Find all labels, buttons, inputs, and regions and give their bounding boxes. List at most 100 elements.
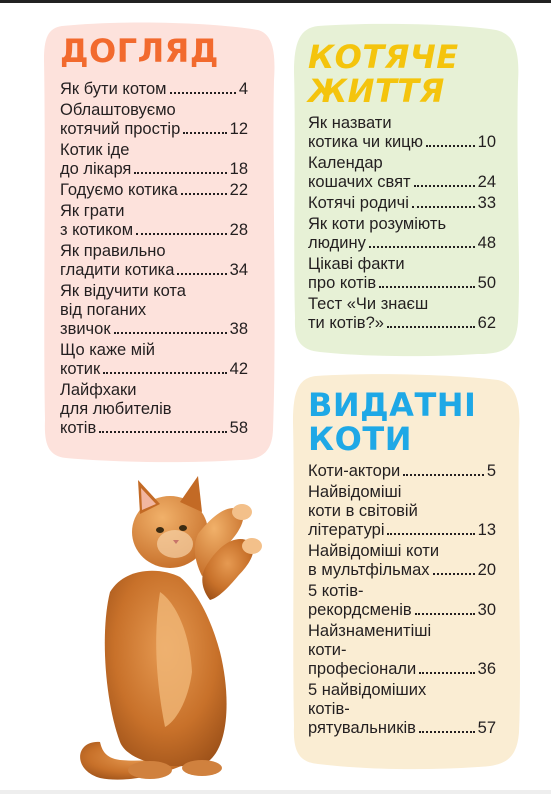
toc-entry-title-line: коти-	[308, 641, 347, 659]
life-toc-entry[interactable]: Як назвати котика чи кицю 10	[308, 114, 496, 152]
toc-entry-title-line: котячий простір	[60, 120, 181, 138]
life-toc-entry[interactable]: Котячі родичі 33	[308, 194, 496, 213]
toc-entry-last-line: рятувальників 57	[308, 719, 496, 738]
dot-leader	[368, 245, 475, 248]
toc-entry-title-line: для любителів	[60, 400, 172, 418]
toc-entry-page-number: 50	[477, 274, 496, 292]
toc-entry-last-line: кошачих свят 24	[308, 173, 496, 192]
care-toc-entry[interactable]: Що каже мій котик 42	[60, 341, 248, 379]
famous-toc-entry[interactable]: 5 котів-рекордсменів 30	[308, 582, 496, 620]
toc-entry-title-line: Як грати	[60, 202, 125, 220]
dot-leader	[169, 91, 236, 94]
famous-toc-entry[interactable]: Найвідоміші коти в мультфільмах 20	[308, 542, 496, 580]
toc-entry-title-line: Найзнаменитіші	[308, 622, 432, 640]
toc-entry-last-line: з котиком 28	[60, 221, 248, 240]
dot-leader	[136, 232, 227, 235]
life-toc-entry[interactable]: Цікаві факти про котів 50	[308, 255, 496, 293]
toc-entry-title-line: з котиком	[60, 221, 134, 239]
care-toc-entry[interactable]: Лайфхаки для любителів котів 58	[60, 381, 248, 438]
toc-entry-last-line: про котів 50	[308, 274, 496, 293]
toc-entry-last-line: літературі 13	[308, 521, 496, 540]
toc-entry-title-line: гладити котика	[60, 261, 175, 279]
famous-toc-entry[interactable]: 5 найвідоміших котів-рятувальників 57	[308, 681, 496, 738]
toc-entry-last-line: Годуємо котика 22	[60, 181, 248, 200]
toc-entry-last-line: до лікаря 18	[60, 160, 248, 179]
care-toc-entry[interactable]: Годуємо котика 22	[60, 181, 248, 200]
life-section-title-line2: ЖИТТЯ	[308, 72, 445, 110]
care-toc-entry[interactable]: Як відучити кота від поганих звичок 38	[60, 282, 248, 339]
famous-section-title-line1: ВИДАТНІ	[308, 386, 477, 424]
toc-entry-title-line: котика чи кицю	[308, 133, 423, 151]
toc-entry-title-line: Лайфхаки	[60, 381, 137, 399]
life-section-background	[288, 22, 524, 358]
toc-entry-last-line: котячий простір 12	[60, 120, 248, 139]
toc-entry-title-line: літературі	[308, 521, 385, 539]
life-section-title-line1: КОТЯЧЕ	[308, 38, 459, 76]
toc-entry-title-line: Цікаві факти	[308, 255, 405, 273]
toc-entry-page-number: 48	[477, 234, 496, 252]
toc-entry-title-line: кошачих свят	[308, 173, 411, 191]
life-toc-entry[interactable]: Тест «Чи знаєш ти котів?» 62	[308, 295, 496, 333]
dot-leader	[414, 612, 475, 615]
dot-leader	[403, 473, 484, 476]
dot-leader	[177, 272, 227, 275]
toc-entry-last-line: в мультфільмах 20	[308, 561, 496, 580]
famous-toc-entry[interactable]: Найзнаменитіші коти-професіонали 36	[308, 622, 496, 679]
dot-leader	[113, 331, 227, 334]
toc-entry-title-line: Облаштовуємо	[60, 101, 176, 119]
toc-entry-last-line: котів 58	[60, 419, 248, 438]
dot-leader	[413, 184, 475, 187]
toc-entry-page-number: 42	[229, 360, 248, 378]
dot-leader	[411, 205, 475, 208]
toc-entry-title-line: рятувальників	[308, 719, 416, 737]
dot-leader	[379, 285, 475, 288]
toc-entry-last-line: котик 42	[60, 360, 248, 379]
page-bottom-border	[0, 790, 551, 794]
toc-entry-title-line: Як назвати	[308, 114, 392, 132]
life-toc-entry[interactable]: Як коти розуміють людину 48	[308, 215, 496, 253]
toc-entry-page-number: 58	[229, 419, 248, 437]
toc-entry-page-number: 62	[477, 314, 496, 332]
toc-entry-title-line: від поганих	[60, 301, 147, 319]
toc-entry-last-line: Котячі родичі 33	[308, 194, 496, 213]
toc-entry-title-line: котів	[60, 419, 97, 437]
toc-entry-title-line: Котик іде	[60, 141, 130, 159]
toc-entry-last-line: звичок 38	[60, 320, 248, 339]
care-toc-entry[interactable]: Як грати з котиком 28	[60, 202, 248, 240]
toc-entry-last-line: Як бути котом 4	[60, 80, 248, 99]
life-toc-entry[interactable]: Календар кошачих свят 24	[308, 154, 496, 192]
toc-entry-last-line: котика чи кицю 10	[308, 133, 496, 152]
toc-entry-title-line: 5 котів-	[308, 582, 364, 600]
toc-entry-page-number: 10	[477, 133, 496, 151]
famous-section-title-line2: КОТИ	[308, 420, 412, 458]
toc-entry-title-line: звичок	[60, 320, 111, 338]
care-toc-entry[interactable]: Котик іде до лікаря 18	[60, 141, 248, 179]
toc-entry-last-line: професіонали 36	[308, 660, 496, 679]
toc-entry-title-line: до лікаря	[60, 160, 132, 178]
dot-leader	[418, 730, 475, 733]
toc-entry-title-line: в мультфільмах	[308, 561, 430, 579]
care-toc-entry[interactable]: Як правильно гладити котика 34	[60, 242, 248, 280]
dot-leader	[134, 171, 227, 174]
dot-leader	[180, 192, 227, 195]
famous-toc-entry[interactable]: Найвідоміші коти в світовій літературі 13	[308, 483, 496, 540]
toc-entry-page-number: 38	[229, 320, 248, 338]
toc-entry-last-line: Коти-актори 5	[308, 462, 496, 481]
toc-entry-page-number: 36	[477, 660, 496, 678]
famous-toc-list: Коти-актори 5 Найвідоміші коти в світовій лі…	[308, 462, 496, 740]
care-toc-entry[interactable]: Як бути котом 4	[60, 80, 248, 99]
dot-leader	[103, 371, 227, 374]
dot-leader	[426, 144, 475, 147]
famous-toc-entry[interactable]: Коти-актори 5	[308, 462, 496, 481]
toc-entry-title-line: Годуємо котика	[60, 181, 178, 199]
toc-entry-title-line: Що каже мій	[60, 341, 156, 359]
care-toc-entry[interactable]: Облаштовуємо котячий простір 12	[60, 101, 248, 139]
toc-entry-title-line: Котячі родичі	[308, 194, 409, 212]
toc-entry-title-line: рекордсменів	[308, 601, 412, 619]
toc-entry-title-line: Календар	[308, 154, 383, 172]
toc-entry-page-number: 22	[229, 181, 248, 199]
toc-entry-title-line: Як коти розуміють	[308, 215, 447, 233]
toc-entry-page-number: 5	[486, 462, 496, 480]
toc-entry-page-number: 33	[477, 194, 496, 212]
dot-leader	[183, 131, 227, 134]
